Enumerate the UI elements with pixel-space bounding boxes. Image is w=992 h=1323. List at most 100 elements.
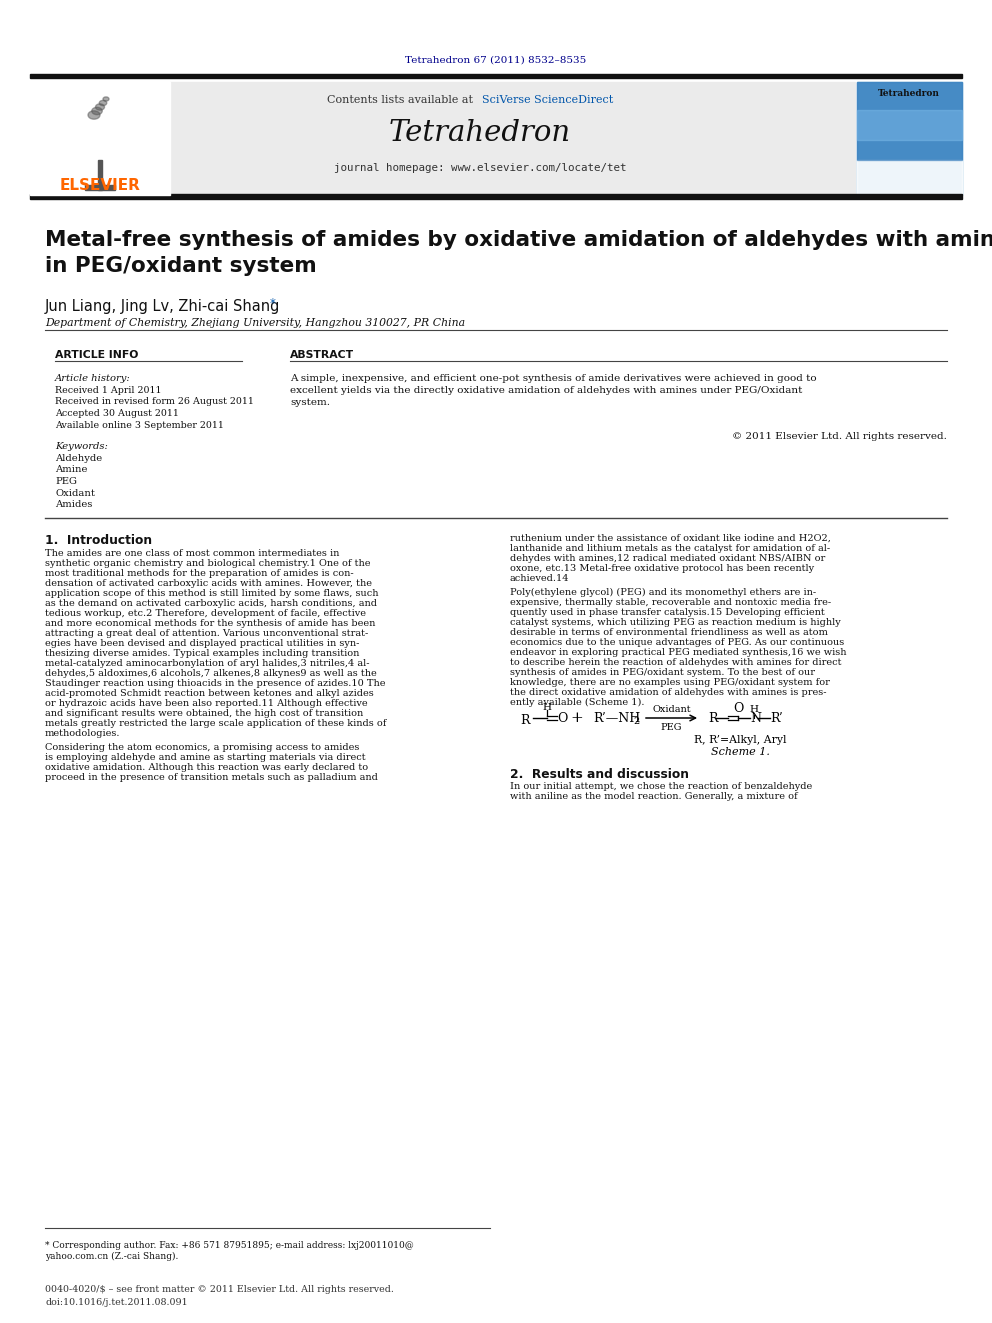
Text: or hydrazoic acids have been also reported.11 Although effective: or hydrazoic acids have been also report… [45, 699, 368, 708]
Text: R: R [520, 714, 530, 728]
Ellipse shape [88, 111, 100, 119]
Text: Article history:: Article history: [55, 374, 131, 382]
Text: excellent yields via the directly oxidative amidation of aldehydes with amines u: excellent yields via the directly oxidat… [290, 386, 803, 396]
Text: PEG: PEG [661, 722, 682, 732]
Text: thesizing diverse amides. Typical examples including transition: thesizing diverse amides. Typical exampl… [45, 650, 359, 658]
Bar [170, 82, 855, 194]
Text: expensive, thermally stable, recoverable and nontoxic media fre-: expensive, thermally stable, recoverable… [510, 598, 831, 607]
Text: R’: R’ [770, 712, 783, 725]
Text: metal-catalyzed aminocarbonylation of aryl halides,3 nitriles,4 al-: metal-catalyzed aminocarbonylation of ar… [45, 659, 369, 668]
Text: In our initial attempt, we chose the reaction of benzaldehyde: In our initial attempt, we chose the rea… [510, 782, 812, 791]
Text: the direct oxidative amidation of aldehydes with amines is pres-: the direct oxidative amidation of aldehy… [510, 688, 826, 697]
Text: Keywords:: Keywords: [55, 442, 108, 451]
Text: Accepted 30 August 2011: Accepted 30 August 2011 [55, 409, 179, 418]
Bar [857, 82, 962, 160]
Text: ELSEVIER: ELSEVIER [60, 177, 141, 193]
Text: Oxidant: Oxidant [55, 488, 95, 497]
Text: O: O [557, 712, 567, 725]
Bar [30, 82, 170, 194]
Bar [98, 160, 102, 191]
Text: ently available (Scheme 1).: ently available (Scheme 1). [510, 699, 645, 706]
Text: A simple, inexpensive, and efficient one-pot synthesis of amide derivatives were: A simple, inexpensive, and efficient one… [290, 374, 816, 382]
Ellipse shape [99, 101, 107, 106]
Text: Department of Chemistry, Zhejiang University, Hangzhou 310027, PR China: Department of Chemistry, Zhejiang Univer… [45, 318, 465, 328]
Text: Contents lists available at: Contents lists available at [327, 95, 480, 105]
Text: synthesis of amides in PEG/oxidant system. To the best of our: synthesis of amides in PEG/oxidant syste… [510, 668, 815, 677]
Text: Jun Liang, Jing Lv, Zhi-cai Shang: Jun Liang, Jing Lv, Zhi-cai Shang [45, 299, 281, 314]
Text: Tetrahedron 67 (2011) 8532–8535: Tetrahedron 67 (2011) 8532–8535 [406, 56, 586, 65]
Text: dehydes,5 aldoximes,6 alcohols,7 alkenes,8 alkynes9 as well as the: dehydes,5 aldoximes,6 alcohols,7 alkenes… [45, 669, 377, 677]
Text: achieved.14: achieved.14 [510, 574, 569, 583]
Text: H: H [750, 705, 759, 713]
Text: oxidative amidation. Although this reaction was early declared to: oxidative amidation. Although this react… [45, 763, 368, 773]
Bar [30, 194, 962, 198]
Text: as the demand on activated carboxylic acids, harsh conditions, and: as the demand on activated carboxylic ac… [45, 599, 377, 609]
Text: Aldehyde: Aldehyde [55, 454, 102, 463]
Text: with aniline as the model reaction. Generally, a mixture of: with aniline as the model reaction. Gene… [510, 792, 798, 800]
Text: journal homepage: www.elsevier.com/locate/tet: journal homepage: www.elsevier.com/locat… [333, 163, 626, 173]
Text: to describe herein the reaction of aldehydes with amines for direct: to describe herein the reaction of aldeh… [510, 658, 841, 667]
Bar [85, 185, 115, 191]
Text: Received in revised form 26 August 2011: Received in revised form 26 August 2011 [55, 397, 254, 406]
Text: Scheme 1.: Scheme 1. [710, 747, 770, 757]
Text: Poly(ethylene glycol) (PEG) and its monomethyl ethers are in-: Poly(ethylene glycol) (PEG) and its mono… [510, 587, 816, 597]
Text: R’—NH: R’—NH [593, 712, 640, 725]
Text: tedious workup, etc.2 Therefore, development of facile, effective: tedious workup, etc.2 Therefore, develop… [45, 609, 366, 618]
Text: metals greatly restricted the large scale application of these kinds of: metals greatly restricted the large scal… [45, 718, 386, 728]
Text: is employing aldehyde and amine as starting materials via direct: is employing aldehyde and amine as start… [45, 753, 366, 762]
Text: ruthenium under the assistance of oxidant like iodine and H2O2,: ruthenium under the assistance of oxidan… [510, 534, 831, 542]
Text: PEG: PEG [55, 478, 77, 486]
Text: Oxidant: Oxidant [652, 705, 690, 713]
Text: application scope of this method is still limited by some flaws, such: application scope of this method is stil… [45, 589, 379, 598]
Text: system.: system. [290, 398, 330, 407]
Text: endeavor in exploring practical PEG mediated synthesis,16 we wish: endeavor in exploring practical PEG medi… [510, 648, 846, 658]
Bar [857, 110, 962, 140]
Text: ARTICLE INFO: ARTICLE INFO [55, 351, 138, 360]
Text: H: H [543, 704, 552, 713]
Text: ABSTRACT: ABSTRACT [290, 351, 354, 360]
Text: proceed in the presence of transition metals such as palladium and: proceed in the presence of transition me… [45, 773, 378, 782]
Ellipse shape [95, 103, 104, 110]
Text: Considering the atom economics, a promising access to amides: Considering the atom economics, a promis… [45, 744, 359, 751]
Text: N: N [750, 712, 761, 725]
Text: Staudinger reaction using thioacids in the presence of azides.10 The: Staudinger reaction using thioacids in t… [45, 679, 386, 688]
Text: The amides are one class of most common intermediates in: The amides are one class of most common … [45, 549, 339, 558]
Text: egies have been devised and displayed practical utilities in syn-: egies have been devised and displayed pr… [45, 639, 359, 648]
Text: catalyst systems, which utilizing PEG as reaction medium is highly: catalyst systems, which utilizing PEG as… [510, 618, 841, 627]
Text: 1.  Introduction: 1. Introduction [45, 534, 152, 546]
Text: knowledge, there are no examples using PEG/oxidant system for: knowledge, there are no examples using P… [510, 677, 830, 687]
Text: quently used in phase transfer catalysis.15 Developing efficient: quently used in phase transfer catalysis… [510, 609, 824, 617]
Ellipse shape [103, 97, 109, 101]
Text: economics due to the unique advantages of PEG. As our continuous: economics due to the unique advantages o… [510, 638, 844, 647]
Text: acid-promoted Schmidt reaction between ketones and alkyl azides: acid-promoted Schmidt reaction between k… [45, 689, 374, 699]
Text: attracting a great deal of attention. Various unconventional strat-: attracting a great deal of attention. Va… [45, 628, 368, 638]
Text: dehydes with amines,12 radical mediated oxidant NBS/AIBN or: dehydes with amines,12 radical mediated … [510, 554, 825, 564]
Text: and more economical methods for the synthesis of amide has been: and more economical methods for the synt… [45, 619, 375, 628]
Text: 2: 2 [633, 717, 639, 725]
Text: synthetic organic chemistry and biological chemistry.1 One of the: synthetic organic chemistry and biologic… [45, 560, 370, 568]
Bar [857, 160, 962, 194]
Text: *: * [270, 296, 276, 310]
Text: O: O [733, 703, 743, 716]
Text: Received 1 April 2011: Received 1 April 2011 [55, 386, 162, 396]
Text: Amides: Amides [55, 500, 92, 509]
Text: Tetrahedron: Tetrahedron [389, 119, 571, 147]
Text: Metal-free synthesis of amides by oxidative amidation of aldehydes with amines
i: Metal-free synthesis of amides by oxidat… [45, 230, 992, 275]
Text: 0040-4020/$ – see front matter © 2011 Elsevier Ltd. All rights reserved.: 0040-4020/$ – see front matter © 2011 El… [45, 1285, 394, 1294]
Text: * Corresponding author. Fax: +86 571 87951895; e-mail address: lxj20011010@: * Corresponding author. Fax: +86 571 879… [45, 1241, 414, 1250]
Text: R, R’=Alkyl, Aryl: R, R’=Alkyl, Aryl [693, 736, 787, 745]
Text: R: R [708, 712, 717, 725]
Text: © 2011 Elsevier Ltd. All rights reserved.: © 2011 Elsevier Ltd. All rights reserved… [732, 433, 947, 441]
Text: densation of activated carboxylic acids with amines. However, the: densation of activated carboxylic acids … [45, 579, 372, 587]
Text: +: + [570, 710, 583, 725]
Text: methodologies.: methodologies. [45, 729, 120, 738]
Text: Available online 3 September 2011: Available online 3 September 2011 [55, 421, 224, 430]
Text: Tetrahedron: Tetrahedron [878, 89, 940, 98]
Text: 2.  Results and discussion: 2. Results and discussion [510, 767, 689, 781]
Text: most traditional methods for the preparation of amides is con-: most traditional methods for the prepara… [45, 569, 353, 578]
Ellipse shape [91, 107, 102, 115]
Text: desirable in terms of environmental friendliness as well as atom: desirable in terms of environmental frie… [510, 628, 828, 636]
Text: doi:10.1016/j.tet.2011.08.091: doi:10.1016/j.tet.2011.08.091 [45, 1298, 187, 1307]
Text: oxone, etc.13 Metal-free oxidative protocol has been recently: oxone, etc.13 Metal-free oxidative proto… [510, 564, 814, 573]
Text: lanthanide and lithium metals as the catalyst for amidation of al-: lanthanide and lithium metals as the cat… [510, 544, 830, 553]
